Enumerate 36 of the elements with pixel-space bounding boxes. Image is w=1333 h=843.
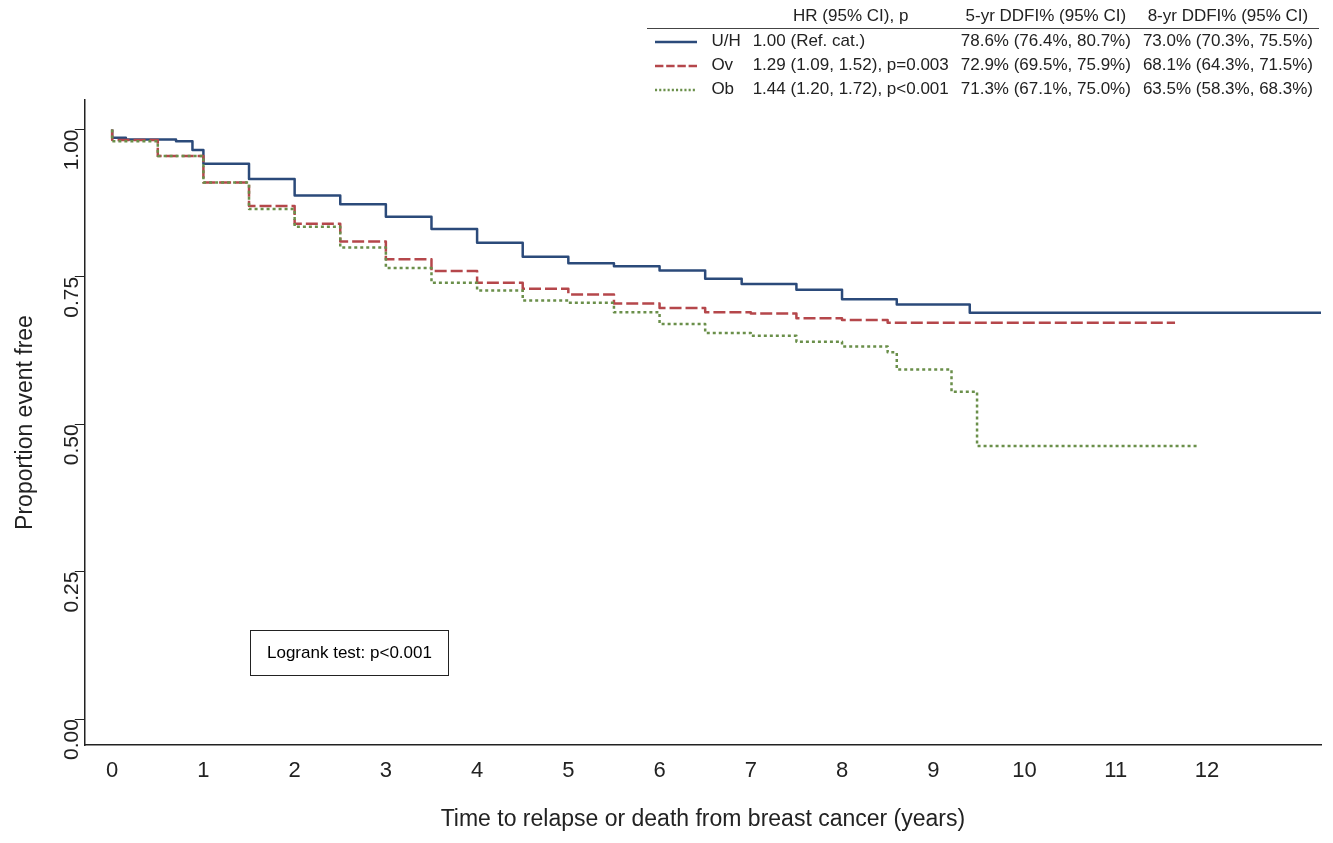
legend-label: Ov — [710, 54, 735, 76]
text: 8-yr DDFI% (95% CI) — [1136, 4, 1319, 29]
y-tick-label: 1.00 — [58, 129, 82, 171]
x-tick-label: 0 — [106, 757, 119, 783]
text: 1.00 (Ref. cat.) — [751, 30, 867, 52]
text: 72.9% (69.5%, 75.9%) — [959, 54, 1132, 76]
y-tick-label: 0.00 — [58, 719, 82, 760]
x-tick-label: 7 — [744, 757, 757, 783]
x-tick-label: 10 — [1012, 757, 1037, 783]
x-axis-title: Time to relapse or death from breast cancer (years) — [440, 804, 966, 831]
legend-label: U/H — [710, 30, 742, 52]
y-tick-label: 0.75 — [58, 276, 82, 318]
text: 68.1% (64.3%, 71.5%) — [1141, 54, 1314, 76]
legend-label: Ob — [710, 78, 736, 100]
text: HR (95% CI), p — [746, 4, 955, 29]
annotation: Logrank test: p<0.001 — [250, 630, 449, 676]
text: 63.5% (58.3%, 68.3%) — [1141, 78, 1314, 100]
x-tick-label: 6 — [653, 757, 666, 783]
text: 71.3% (67.1%, 75.0%) — [959, 78, 1132, 100]
x-tick-label: 2 — [288, 757, 301, 783]
x-tick-label: 12 — [1194, 757, 1220, 783]
text: 1.29 (1.09, 1.52), p=0.003 — [751, 54, 950, 76]
text: 1.44 (1.20, 1.72), p<0.001 — [751, 78, 950, 100]
x-tick-label: 4 — [470, 757, 484, 783]
x-tick-label: 8 — [835, 757, 849, 783]
y-axis-title: Proportion event free — [11, 315, 38, 530]
y-tick-label: 0.25 — [58, 571, 82, 613]
text: 78.6% (76.4%, 80.7%) — [959, 30, 1132, 52]
y-tick-label: 0.50 — [58, 424, 82, 466]
x-tick-label: 5 — [562, 757, 575, 783]
x-tick-label: 3 — [379, 757, 392, 783]
text: 5-yr DDFI% (95% CI) — [954, 4, 1137, 29]
x-tick-label: 1 — [197, 757, 210, 783]
text: 73.0% (70.3%, 75.5%) — [1141, 30, 1314, 52]
x-tick-label: 9 — [927, 757, 940, 783]
x-tick-label: 11 — [1104, 757, 1128, 783]
